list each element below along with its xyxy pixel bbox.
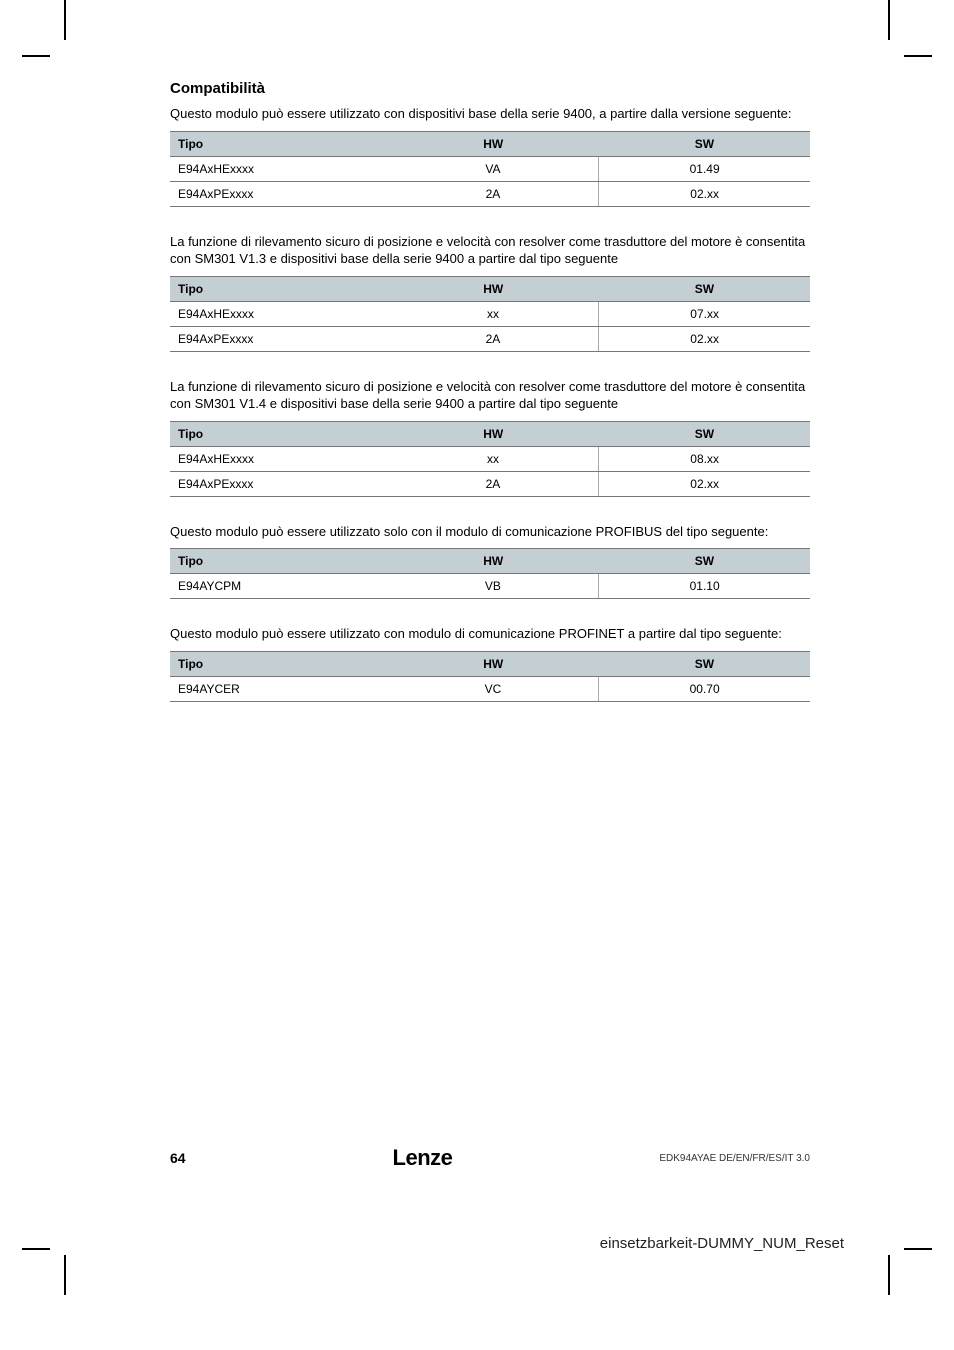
- table-row: E94AxPExxxx2A02.xx: [170, 471, 810, 496]
- data-table: TipoHWSWE94AYCPMVB01.10: [170, 548, 810, 599]
- section-paragraph: Questo modulo può essere utilizzato solo…: [170, 523, 810, 541]
- table-cell: 2A: [388, 181, 599, 206]
- table-header-cell: Tipo: [170, 549, 388, 574]
- table-cell: VA: [388, 156, 599, 181]
- crop-mark: [904, 1248, 932, 1250]
- table-row: E94AxHExxxxxx07.xx: [170, 301, 810, 326]
- page-heading: Compatibilità: [170, 80, 810, 97]
- crop-mark: [888, 1255, 890, 1295]
- table-header-cell: SW: [599, 651, 810, 676]
- table-row: E94AxHExxxxVA01.49: [170, 156, 810, 181]
- table-cell: 00.70: [599, 676, 810, 701]
- table-cell: E94AYCPM: [170, 574, 388, 599]
- table-header-cell: Tipo: [170, 421, 388, 446]
- brand-logo: Lenze: [393, 1145, 453, 1171]
- crop-mark: [22, 1248, 50, 1250]
- table-header-cell: HW: [388, 421, 599, 446]
- page-content: Compatibilità Questo modulo può essere u…: [170, 80, 810, 728]
- table-cell: 2A: [388, 326, 599, 351]
- table-cell: xx: [388, 446, 599, 471]
- section-paragraph: Questo modulo può essere utilizzato con …: [170, 625, 810, 643]
- table-header-cell: HW: [388, 549, 599, 574]
- table-cell: E94AxHExxxx: [170, 301, 388, 326]
- data-table: TipoHWSWE94AxHExxxxxx07.xxE94AxPExxxx2A0…: [170, 276, 810, 352]
- crop-mark: [64, 1255, 66, 1295]
- table-cell: E94AxHExxxx: [170, 446, 388, 471]
- table-cell: 01.10: [599, 574, 810, 599]
- page-footer: 64 Lenze EDK94AYAE DE/EN/FR/ES/IT 3.0: [170, 1145, 810, 1171]
- page-number: 64: [170, 1150, 186, 1166]
- crop-mark: [64, 0, 66, 40]
- table-cell: 02.xx: [599, 471, 810, 496]
- data-table: TipoHWSWE94AxHExxxxxx08.xxE94AxPExxxx2A0…: [170, 421, 810, 497]
- table-row: E94AYCPMVB01.10: [170, 574, 810, 599]
- crop-mark: [904, 55, 932, 57]
- table-cell: E94AxPExxxx: [170, 181, 388, 206]
- document-id: EDK94AYAE DE/EN/FR/ES/IT 3.0: [659, 1153, 810, 1164]
- table-header-cell: HW: [388, 131, 599, 156]
- section-paragraph: La funzione di rilevamento sicuro di pos…: [170, 378, 810, 413]
- table-row: E94AYCERVC00.70: [170, 676, 810, 701]
- table-row: E94AxHExxxxxx08.xx: [170, 446, 810, 471]
- table-header-cell: HW: [388, 276, 599, 301]
- footer-filename: einsetzbarkeit-DUMMY_NUM_Reset: [600, 1235, 844, 1252]
- table-cell: 08.xx: [599, 446, 810, 471]
- table-cell: E94AxPExxxx: [170, 471, 388, 496]
- table-header-cell: SW: [599, 131, 810, 156]
- crop-mark: [22, 55, 50, 57]
- section-paragraph: La funzione di rilevamento sicuro di pos…: [170, 233, 810, 268]
- table-cell: E94AYCER: [170, 676, 388, 701]
- table-header-cell: SW: [599, 421, 810, 446]
- table-header-cell: SW: [599, 549, 810, 574]
- table-row: E94AxPExxxx2A02.xx: [170, 326, 810, 351]
- table-header-cell: HW: [388, 651, 599, 676]
- table-header-cell: Tipo: [170, 131, 388, 156]
- table-cell: E94AxPExxxx: [170, 326, 388, 351]
- section-paragraph: Questo modulo può essere utilizzato con …: [170, 105, 810, 123]
- crop-mark: [888, 0, 890, 40]
- table-row: E94AxPExxxx2A02.xx: [170, 181, 810, 206]
- table-header-cell: SW: [599, 276, 810, 301]
- table-cell: 02.xx: [599, 181, 810, 206]
- data-table: TipoHWSWE94AYCERVC00.70: [170, 651, 810, 702]
- table-cell: VC: [388, 676, 599, 701]
- table-header-cell: Tipo: [170, 651, 388, 676]
- table-cell: VB: [388, 574, 599, 599]
- table-cell: 2A: [388, 471, 599, 496]
- data-table: TipoHWSWE94AxHExxxxVA01.49E94AxPExxxx2A0…: [170, 131, 810, 207]
- table-cell: 02.xx: [599, 326, 810, 351]
- table-cell: 07.xx: [599, 301, 810, 326]
- table-cell: xx: [388, 301, 599, 326]
- table-cell: 01.49: [599, 156, 810, 181]
- table-cell: E94AxHExxxx: [170, 156, 388, 181]
- table-header-cell: Tipo: [170, 276, 388, 301]
